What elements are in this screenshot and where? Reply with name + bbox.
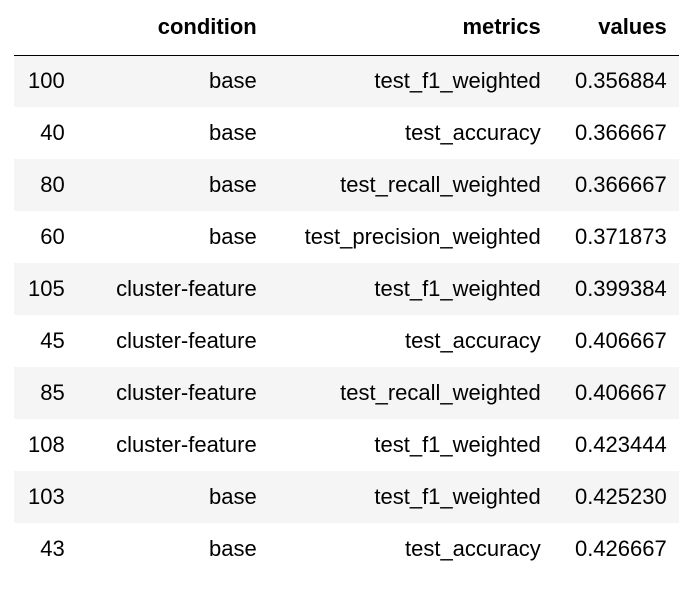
cell-metrics: test_recall_weighted [340,380,541,405]
cell-metrics: test_f1_weighted [374,276,541,301]
table-row: 103 base test_f1_weighted 0.425230 [14,471,679,523]
table-row: 105 cluster-feature test_f1_weighted 0.3… [14,263,679,315]
cell-metrics: test_precision_weighted [304,224,541,249]
cell-condition: base [209,224,257,249]
table-header: condition metrics values [14,0,679,56]
header-condition: condition [78,0,269,56]
header-row: condition metrics values [14,0,679,56]
cell-values: 0.425230 [574,484,667,509]
dataframe-table: condition metrics values 100 base test_f… [14,0,679,575]
cell-condition: cluster-feature [116,432,257,457]
dataframe-container: condition metrics values 100 base test_f… [14,0,679,575]
cell-condition: cluster-feature [116,276,257,301]
cell-condition: base [209,68,257,94]
cell-values: 0.426667 [574,536,667,561]
cell-metrics: test_f1_weighted [374,68,541,94]
row-index: 80 [40,172,65,197]
row-index: 108 [28,432,65,457]
cell-values: 0.366667 [574,172,667,197]
cell-condition: cluster-feature [116,380,257,405]
cell-condition: base [209,484,257,509]
cell-values: 0.356884 [574,68,667,94]
table-row: 80 base test_recall_weighted 0.366667 [14,159,679,211]
cell-values: 0.399384 [574,276,667,301]
row-index: 40 [40,120,65,145]
row-index: 43 [40,536,65,561]
cell-metrics: test_accuracy [404,328,541,353]
row-index: 85 [40,380,65,405]
row-index: 60 [40,224,65,249]
cell-condition: cluster-feature [116,328,257,353]
row-index: 103 [28,484,65,509]
cell-condition: base [209,536,257,561]
table-row: 60 base test_precision_weighted 0.371873 [14,211,679,263]
cell-values: 0.406667 [574,380,667,405]
header-metrics: metrics [268,0,553,56]
cell-metrics: test_recall_weighted [340,172,541,197]
table-row: 108 cluster-feature test_f1_weighted 0.4… [14,419,679,471]
cell-values: 0.371873 [574,224,667,249]
table-body: 100 base test_f1_weighted 0.356884 40 ba… [14,55,679,575]
row-index: 100 [28,68,65,94]
cell-metrics: test_accuracy [404,120,541,145]
header-index [14,0,79,56]
table-row: 40 base test_accuracy 0.366667 [14,107,679,159]
cell-metrics: test_f1_weighted [374,432,541,457]
table-row: 85 cluster-feature test_recall_weighted … [14,367,679,419]
cell-values: 0.423444 [574,432,667,457]
cell-condition: base [209,172,257,197]
table-row: 43 base test_accuracy 0.426667 [14,523,679,575]
cell-condition: base [209,120,257,145]
cell-metrics: test_accuracy [404,536,541,561]
table-row: 100 base test_f1_weighted 0.356884 [14,55,679,107]
header-values: values [552,0,679,56]
row-index: 45 [40,328,65,353]
row-index: 105 [28,276,65,301]
cell-metrics: test_f1_weighted [374,484,541,509]
cell-values: 0.366667 [574,120,667,145]
table-row: 45 cluster-feature test_accuracy 0.40666… [14,315,679,367]
cell-values: 0.406667 [574,328,667,353]
